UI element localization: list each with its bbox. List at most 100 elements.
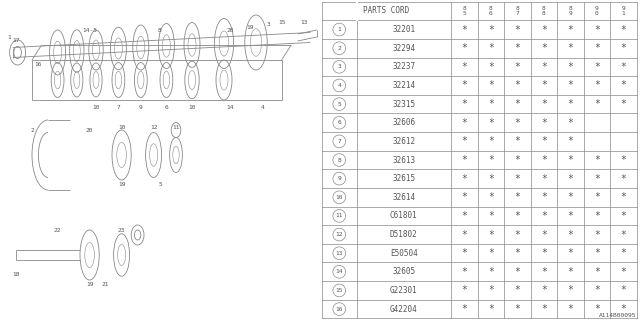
Text: *: *	[621, 267, 627, 277]
Text: 5: 5	[158, 182, 162, 188]
Text: *: *	[488, 174, 494, 184]
Text: 13: 13	[300, 20, 308, 25]
Text: 32614: 32614	[392, 193, 415, 202]
Text: G22301: G22301	[390, 286, 418, 295]
Text: *: *	[461, 118, 467, 128]
Text: *: *	[515, 80, 520, 91]
Text: 11: 11	[172, 125, 180, 130]
Text: *: *	[541, 62, 547, 72]
Text: *: *	[515, 43, 520, 53]
Text: 7: 7	[116, 105, 120, 110]
Text: *: *	[541, 43, 547, 53]
Text: *: *	[621, 43, 627, 53]
Text: *: *	[515, 285, 520, 295]
Text: 9: 9	[337, 176, 341, 181]
Text: *: *	[461, 136, 467, 146]
Text: *: *	[515, 211, 520, 221]
Text: 19: 19	[118, 182, 125, 188]
Text: *: *	[621, 192, 627, 202]
Text: *: *	[461, 304, 467, 314]
Text: 32237: 32237	[392, 62, 415, 71]
Text: 8
5: 8 5	[463, 6, 466, 16]
Text: 5: 5	[337, 101, 341, 107]
Text: *: *	[515, 304, 520, 314]
Text: 9: 9	[139, 105, 143, 110]
Text: *: *	[461, 192, 467, 202]
Text: 32606: 32606	[392, 118, 415, 127]
Text: *: *	[461, 25, 467, 35]
Text: *: *	[594, 155, 600, 165]
Text: *: *	[488, 211, 494, 221]
Text: *: *	[461, 155, 467, 165]
Text: 15: 15	[335, 288, 343, 293]
Text: *: *	[461, 99, 467, 109]
Text: A114B00095: A114B00095	[599, 313, 637, 318]
Text: *: *	[594, 43, 600, 53]
Text: 13: 13	[335, 251, 343, 256]
Text: 32612: 32612	[392, 137, 415, 146]
Text: *: *	[515, 229, 520, 240]
Text: *: *	[488, 136, 494, 146]
Text: *: *	[568, 155, 573, 165]
Text: *: *	[594, 267, 600, 277]
Text: *: *	[568, 80, 573, 91]
Text: 20: 20	[86, 127, 93, 132]
Text: *: *	[568, 43, 573, 53]
Text: *: *	[621, 248, 627, 258]
Text: *: *	[488, 248, 494, 258]
Text: 1: 1	[8, 35, 12, 40]
Text: 10: 10	[118, 125, 125, 130]
Text: *: *	[594, 25, 600, 35]
Text: *: *	[594, 285, 600, 295]
Text: 8
8: 8 8	[542, 6, 546, 16]
Text: *: *	[594, 192, 600, 202]
Text: *: *	[488, 285, 494, 295]
Text: *: *	[594, 248, 600, 258]
Text: *: *	[621, 99, 627, 109]
Text: G42204: G42204	[390, 305, 418, 314]
Text: 10: 10	[92, 105, 100, 110]
Text: *: *	[594, 99, 600, 109]
Text: *: *	[568, 174, 573, 184]
Text: *: *	[488, 229, 494, 240]
Text: *: *	[621, 25, 627, 35]
Text: *: *	[568, 99, 573, 109]
Text: 11: 11	[335, 213, 343, 219]
Text: 14: 14	[335, 269, 343, 274]
Text: 9
1: 9 1	[621, 6, 625, 16]
Text: *: *	[461, 285, 467, 295]
Text: *: *	[621, 155, 627, 165]
Text: *: *	[461, 80, 467, 91]
Text: 12: 12	[150, 125, 157, 130]
Text: 32613: 32613	[392, 156, 415, 164]
Text: 15: 15	[278, 20, 285, 25]
Text: 23: 23	[118, 228, 125, 233]
Text: 8
6: 8 6	[489, 6, 493, 16]
Text: *: *	[488, 99, 494, 109]
Text: 17: 17	[12, 37, 20, 43]
Text: *: *	[568, 118, 573, 128]
Text: *: *	[568, 304, 573, 314]
Text: *: *	[488, 267, 494, 277]
Text: 32201: 32201	[392, 25, 415, 34]
Text: 4: 4	[337, 83, 341, 88]
Text: *: *	[461, 62, 467, 72]
Text: *: *	[568, 136, 573, 146]
Text: *: *	[541, 229, 547, 240]
Text: *: *	[621, 62, 627, 72]
Text: *: *	[568, 285, 573, 295]
Text: *: *	[461, 267, 467, 277]
Text: *: *	[594, 229, 600, 240]
Text: *: *	[541, 267, 547, 277]
Text: *: *	[621, 304, 627, 314]
Text: *: *	[594, 211, 600, 221]
Text: *: *	[541, 99, 547, 109]
Text: 20: 20	[227, 28, 234, 33]
Text: *: *	[541, 80, 547, 91]
Text: *: *	[515, 118, 520, 128]
Text: 2: 2	[30, 127, 34, 132]
Text: *: *	[541, 25, 547, 35]
Text: 6: 6	[337, 120, 341, 125]
Text: 4: 4	[260, 105, 264, 110]
Text: *: *	[594, 174, 600, 184]
